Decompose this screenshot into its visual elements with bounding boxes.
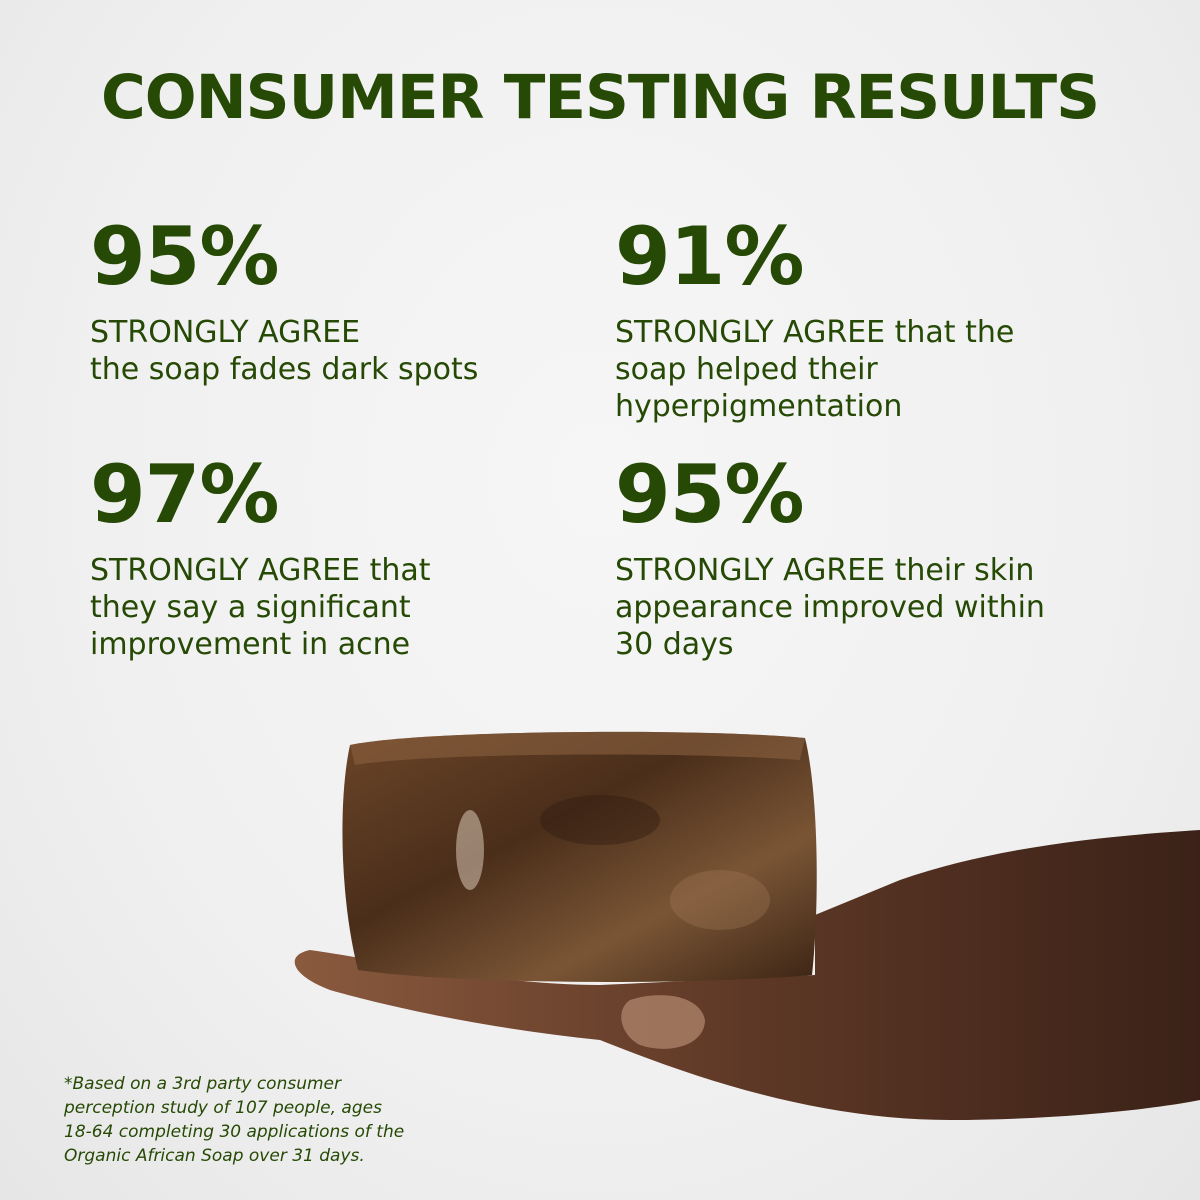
- stat-acne: 97% STRONGLY AGREE that they say a signi…: [90, 450, 630, 663]
- stat-dark-spots: 95% STRONGLY AGREE the soap fades dark s…: [90, 212, 630, 388]
- stat-line: improvement in acne: [90, 627, 411, 662]
- stat-line: STRONGLY AGREE that: [90, 553, 431, 588]
- stat-line: hyperpigmentation: [615, 389, 903, 424]
- stat-value: 95%: [615, 448, 804, 541]
- soap-bar: [342, 731, 817, 982]
- footnote-line: perception study of 107 people, ages: [64, 1098, 382, 1118]
- stat-line: soap helped their: [615, 352, 878, 387]
- stat-line: STRONGLY AGREE that the: [615, 315, 1015, 350]
- footnote-line: 18-64 completing 30 applications of the: [64, 1122, 405, 1142]
- stat-value: 91%: [615, 210, 804, 303]
- stat-value: 97%: [90, 448, 279, 541]
- hand: [294, 830, 1200, 1120]
- stat-description: STRONGLY AGREE that they say a significa…: [90, 552, 630, 663]
- stat-value: 95%: [90, 210, 279, 303]
- stat-hyperpigmentation: 91% STRONGLY AGREE that the soap helped …: [615, 212, 1155, 425]
- stat-line: appearance improved within: [615, 590, 1045, 625]
- stat-description: STRONGLY AGREE that the soap helped thei…: [615, 314, 1155, 425]
- stat-line: they say a significant: [90, 590, 411, 625]
- footnote-line: Organic African Soap over 31 days.: [64, 1146, 365, 1166]
- stat-description: STRONGLY AGREE their skin appearance imp…: [615, 552, 1155, 663]
- stat-line: STRONGLY AGREE: [90, 315, 361, 350]
- footnote: *Based on a 3rd party consumer perceptio…: [64, 1072, 404, 1168]
- page-title: CONSUMER TESTING RESULTS: [100, 62, 1100, 133]
- stat-skin-appearance: 95% STRONGLY AGREE their skin appearance…: [615, 450, 1155, 663]
- stat-line: STRONGLY AGREE their skin: [615, 553, 1035, 588]
- stat-line: 30 days: [615, 627, 734, 662]
- stat-description: STRONGLY AGREE the soap fades dark spots: [90, 314, 630, 388]
- stat-line: the soap fades dark spots: [90, 352, 479, 387]
- footnote-line: *Based on a 3rd party consumer: [64, 1074, 341, 1094]
